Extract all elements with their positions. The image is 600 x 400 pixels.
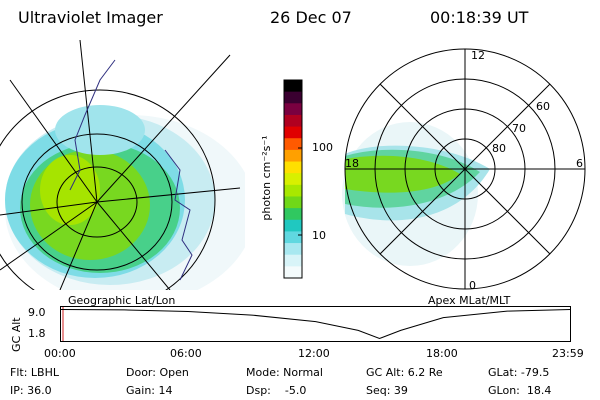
status-mode: Mode: Normal (246, 366, 323, 379)
colorbar: photon cm⁻²s⁻¹ (262, 79, 303, 279)
colorbar-segment (284, 138, 302, 151)
geographic-image (0, 40, 245, 290)
colorbar-segment (284, 161, 302, 174)
polar-hour-12: 12 (471, 49, 485, 62)
altitude-tick-1-8: 1.8 (28, 327, 46, 340)
x-tick-1200: 12:00 (298, 347, 330, 360)
altitude-frame (60, 306, 571, 342)
colorbar-segment (284, 231, 302, 244)
colorbar-segment (284, 80, 302, 93)
status-door: Door: Open (126, 366, 189, 379)
auroral-emission-left (5, 105, 245, 290)
polar-grid (344, 48, 586, 290)
status-dsp: Dsp: -5.0 (246, 384, 307, 397)
colorbar-segment (284, 91, 302, 104)
polar-mlt-plot: 12 18 6 0 60 70 80 (342, 48, 586, 292)
colorbar-frame (283, 79, 303, 279)
colorbar-segment (284, 219, 302, 232)
colorbar-segment (284, 266, 302, 279)
altitude-plot (60, 306, 571, 342)
altitude-line (60, 309, 571, 340)
instrument-title: Ultraviolet Imager (18, 8, 163, 27)
altitude-tick-9: 9.0 (28, 306, 46, 319)
status-glon: GLon: 18.4 (488, 384, 552, 397)
status-gain: Gain: 14 (126, 384, 173, 397)
polar-hour-6: 6 (576, 157, 583, 170)
altitude-y-label: GC Alt (10, 317, 23, 352)
colorbar-segment (284, 114, 302, 128)
colorbar-tick-label-10: 10 (312, 229, 326, 242)
right-panel-label: Apex MLat/MLT (428, 294, 511, 307)
colorbar-gradient (284, 80, 302, 279)
colorbar-segment (284, 243, 302, 256)
colorbar-segment (284, 208, 302, 221)
colorbar-segment (284, 196, 302, 209)
polar-lat-80: 80 (492, 142, 506, 155)
colorbar-tick-label-100: 100 (312, 141, 333, 154)
polar-lat-70: 70 (512, 122, 526, 135)
status-filter: Flt: LBHL (10, 366, 59, 379)
status-gc-alt: GC Alt: 6.2 Re (366, 366, 443, 379)
x-tick-0600: 06:00 (170, 347, 202, 360)
date-label: 26 Dec 07 (270, 8, 352, 27)
polar-hour-0: 0 (469, 279, 476, 292)
coastline (69, 59, 193, 281)
colorbar-segment (284, 254, 302, 267)
geographic-grid (0, 40, 241, 290)
x-tick-2359: 23:59 (552, 347, 584, 360)
polar-lat-60: 60 (536, 100, 550, 113)
polar-hour-18: 18 (345, 157, 359, 170)
x-tick-0000: 00:00 (44, 347, 76, 360)
time-label: 00:18:39 UT (430, 8, 529, 27)
left-panel-label: Geographic Lat/Lon (68, 294, 176, 307)
colorbar-label: photon cm⁻²s⁻¹ (262, 135, 273, 220)
colorbar-segment (284, 103, 302, 116)
status-glat: GLat: -79.5 (488, 366, 550, 379)
x-tick-1800: 18:00 (426, 347, 458, 360)
status-seq: Seq: 39 (366, 384, 408, 397)
colorbar-segment (284, 184, 302, 197)
status-ip: IP: 36.0 (10, 384, 52, 397)
colorbar-segment (284, 173, 302, 186)
colorbar-segment (284, 149, 302, 163)
colorbar-segment (284, 126, 302, 139)
